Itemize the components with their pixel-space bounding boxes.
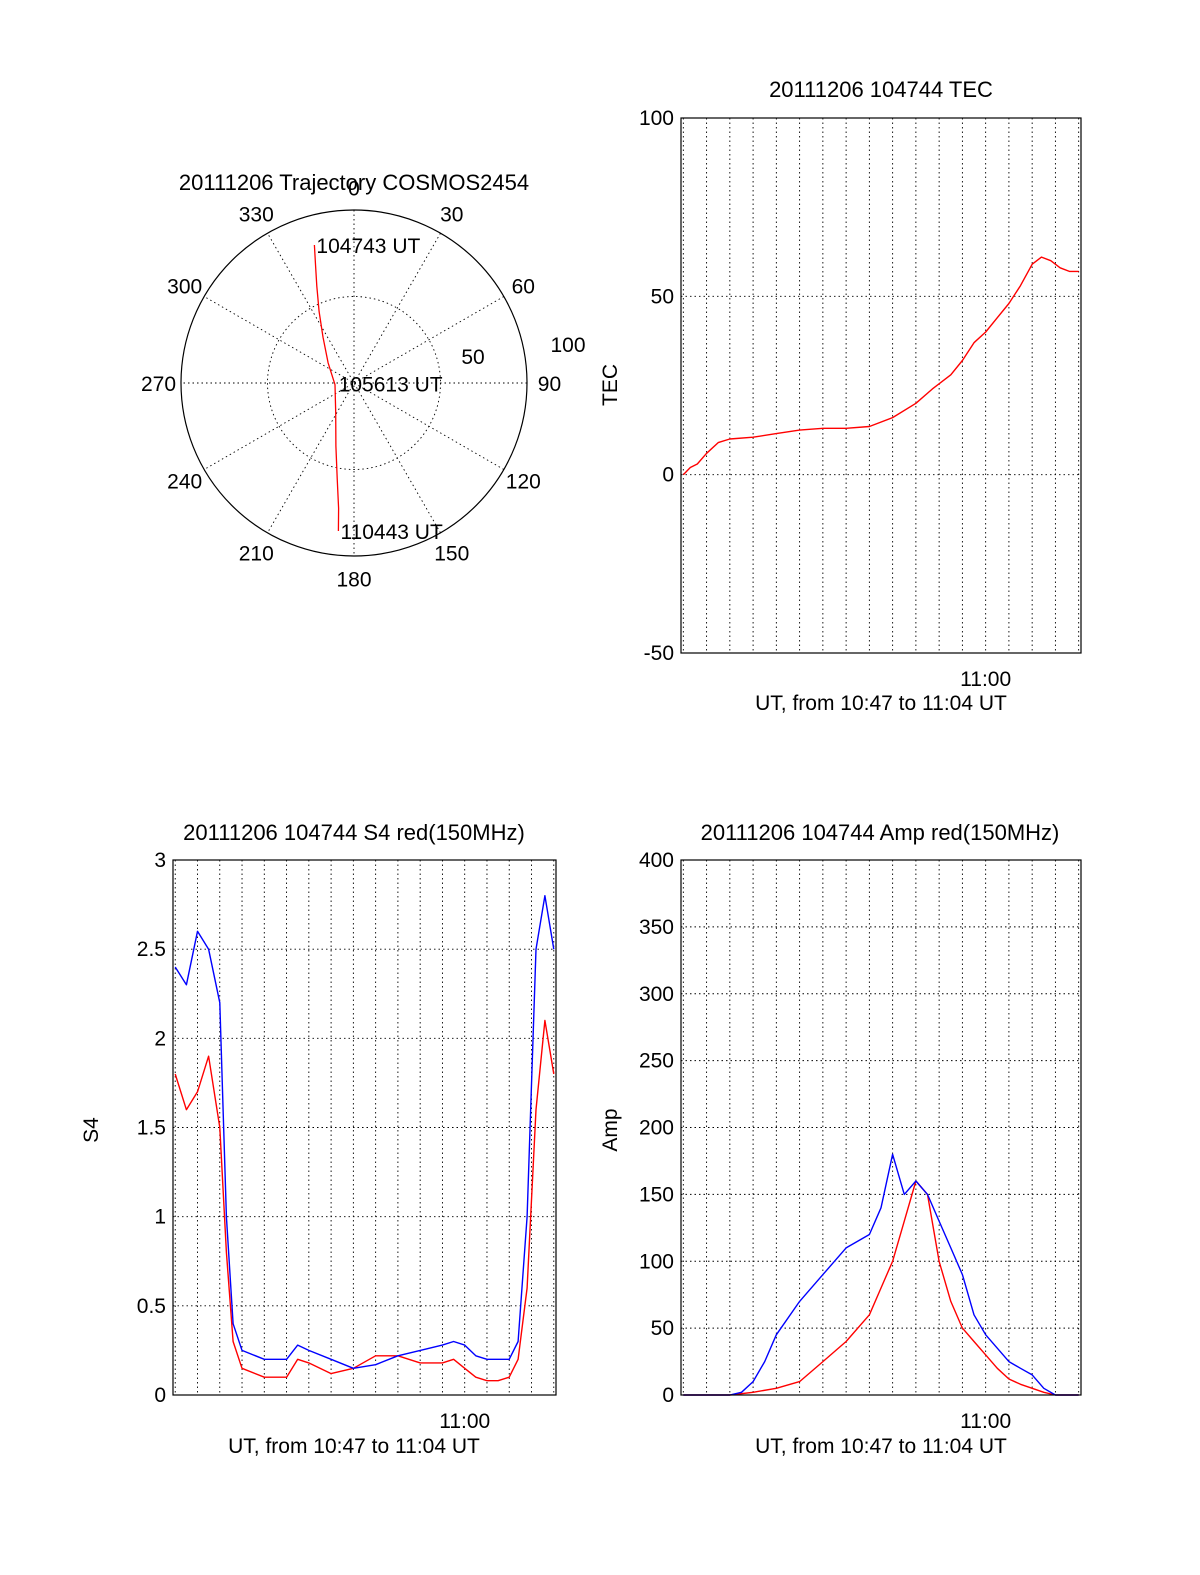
tec-y-tick-label: 0 <box>662 464 674 487</box>
s4-panel: 20111206 104744 S4 red(150MHz) 0 0.5 1 1.5 2… <box>80 820 557 1458</box>
amp-y-tick-label: 200 <box>639 1117 674 1140</box>
amp-x-tick-label: 11:00 <box>960 1410 1011 1433</box>
amp-y-tick-label: 150 <box>639 1183 674 1206</box>
amp-y-tick-label: 300 <box>639 983 674 1006</box>
azimuth-label: 60 <box>512 275 535 298</box>
s4-y-tick-label: 1.5 <box>137 1117 166 1140</box>
azimuth-label: 150 <box>434 542 469 565</box>
amp-y-tick-label: 0 <box>662 1384 674 1407</box>
azimuth-label: 270 <box>141 373 176 396</box>
amp-series-line-0 <box>683 1180 1079 1396</box>
amp-grid <box>681 860 1081 1395</box>
s4-plot-frame <box>172 859 557 1396</box>
s4-y-tick-label: 1 <box>154 1206 166 1229</box>
polar-spoke <box>267 232 441 534</box>
tec-grid <box>681 118 1081 653</box>
amp-y-tick-label: 50 <box>651 1317 674 1340</box>
polar-spoke <box>267 232 441 534</box>
s4-series <box>174 895 555 1382</box>
trajectory-time-label: 110443 UT <box>340 521 443 544</box>
s4-x-tick-label: 11:00 <box>439 1410 490 1433</box>
azimuth-labels: 0 30 60 90 120 150 180 210 240 270 300 330 <box>141 178 561 592</box>
trajectory-time-label: 104743 UT <box>316 235 420 258</box>
amp-xlabel: UT, from 10:47 to 11:04 UT <box>755 1435 1007 1458</box>
trajectory-panel: 20111206 Trajectory COSMOS2454 0 30 60 90 12… <box>141 170 586 591</box>
amp-y-tick-label: 400 <box>639 849 674 872</box>
s4-x-ticks: 11:00 <box>439 1410 490 1433</box>
s4-y-tick-label: 2 <box>154 1027 166 1050</box>
azimuth-label: 180 <box>336 568 371 591</box>
amp-title: 20111206 104744 Amp red(150MHz) <box>701 820 1060 845</box>
azimuth-label: 90 <box>538 373 561 396</box>
polar-grid <box>181 210 527 556</box>
s4-xlabel: UT, from 10:47 to 11:04 UT <box>228 1435 480 1458</box>
tec-x-tick-label: 11:00 <box>960 668 1011 691</box>
amp-plot-frame <box>680 859 1082 1396</box>
s4-title: 20111206 104744 S4 red(150MHz) <box>183 820 525 845</box>
amp-x-ticks: 11:00 <box>960 1410 1011 1433</box>
tec-xlabel: UT, from 10:47 to 11:04 UT <box>755 692 1007 715</box>
azimuth-label: 210 <box>239 542 274 565</box>
trajectory-time-label: 105613 UT <box>339 374 443 397</box>
radial-label: 100 <box>550 334 585 357</box>
polar-outer-circle <box>180 209 528 557</box>
radial-labels: 50 100 <box>461 334 585 369</box>
s4-y-tick-label: 0 <box>154 1384 166 1407</box>
radial-label: 50 <box>461 346 484 369</box>
tec-y-ticks: -50 0 50 100 <box>639 107 674 665</box>
amp-ylabel: Amp <box>599 1108 622 1151</box>
tec-series-line-0 <box>682 256 1079 476</box>
amp-y-tick-label: 350 <box>639 916 674 939</box>
amp-y-tick-label: 250 <box>639 1050 674 1073</box>
azimuth-label: 240 <box>167 471 202 494</box>
s4-ylabel: S4 <box>80 1117 103 1143</box>
s4-y-ticks: 0 0.5 1 1.5 2 2.5 3 <box>137 849 166 1407</box>
trajectory-title: 20111206 Trajectory COSMOS2454 <box>179 170 529 195</box>
polar-spoke <box>203 296 505 470</box>
polar-spoke <box>203 296 505 470</box>
tec-y-tick-label: -50 <box>644 642 674 665</box>
tec-ylabel: TEC <box>599 364 622 406</box>
s4-grid <box>173 860 556 1395</box>
s4-y-tick-label: 2.5 <box>137 938 166 961</box>
amp-y-ticks: 0 50 100 150 200 250 300 350 400 <box>639 849 674 1407</box>
tec-plot-frame <box>680 117 1082 654</box>
trajectory-annotations: 104743 UT 105613 UT 110443 UT <box>316 235 443 544</box>
tec-series <box>682 256 1079 476</box>
tec-x-ticks: 11:00 <box>960 668 1011 691</box>
s4-y-tick-label: 3 <box>154 849 166 872</box>
tec-panel: 20111206 104744 TEC -50 0 50 100 11:00 UT, … <box>599 77 1082 715</box>
azimuth-label: 0 <box>348 178 360 201</box>
amp-series <box>683 1153 1079 1396</box>
amp-series-line-1 <box>683 1153 1079 1396</box>
amp-panel: 20111206 104744 Amp red(150MHz) 0 50 100 15… <box>599 820 1082 1458</box>
azimuth-label: 330 <box>239 204 274 227</box>
azimuth-label: 300 <box>167 275 202 298</box>
s4-y-tick-label: 0.5 <box>137 1295 166 1318</box>
amp-y-tick-label: 100 <box>639 1250 674 1273</box>
azimuth-label: 30 <box>440 204 463 227</box>
tec-y-tick-label: 100 <box>639 107 674 130</box>
trajectory-track <box>313 244 340 532</box>
azimuth-label: 120 <box>506 471 541 494</box>
tec-y-tick-label: 50 <box>651 285 674 308</box>
s4-series-line-0 <box>174 1019 555 1382</box>
s4-series-line-1 <box>174 895 555 1369</box>
tec-title: 20111206 104744 TEC <box>769 77 993 102</box>
